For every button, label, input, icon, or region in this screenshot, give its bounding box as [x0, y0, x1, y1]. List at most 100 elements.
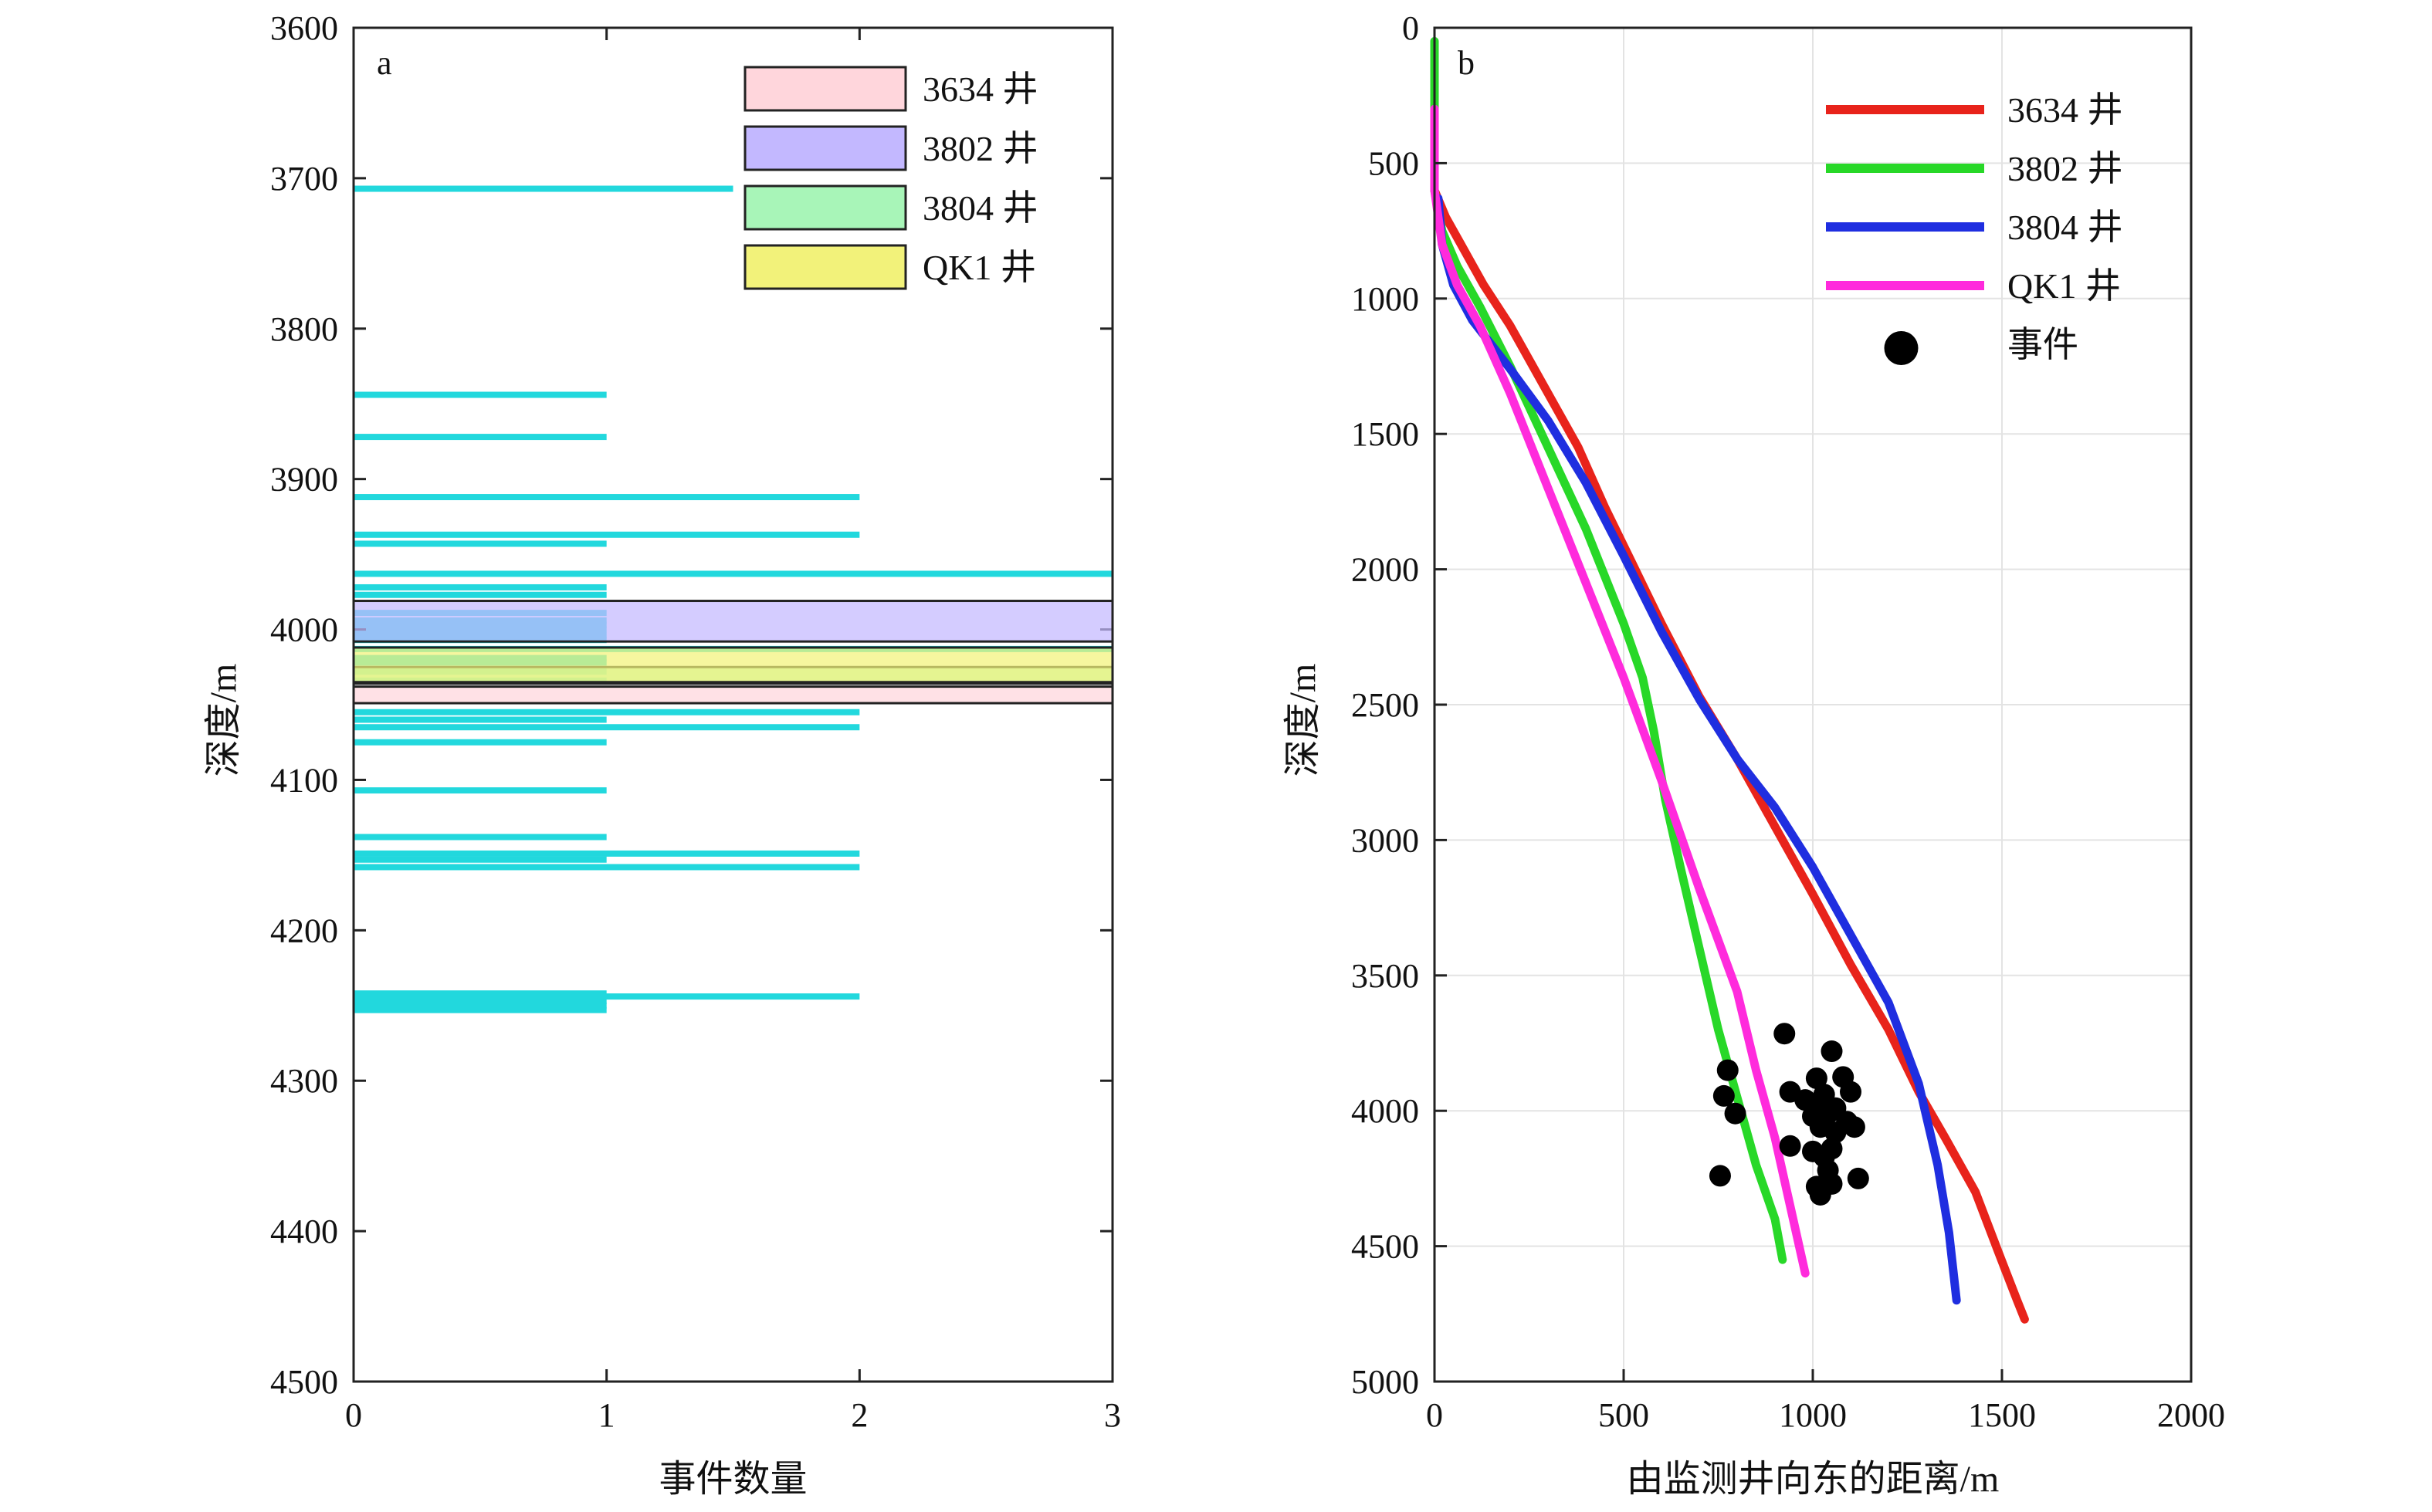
bar-1 — [354, 391, 607, 398]
legend-label-3: QK1 井 — [2007, 266, 2121, 306]
legend-label-4: 事件 — [2007, 325, 2078, 364]
bar-8 — [354, 591, 607, 598]
panel-b: 0 500 1000 1500 2000 0 500 1000 1500 2000 2500 3000… — [1282, 9, 2225, 1500]
event-point-1 — [1821, 1040, 1843, 1063]
legend-label-2: 3804 井 — [2007, 208, 2123, 247]
panel-a-ticks: 0 1 2 3 3600 3700 3800 3900 4000 4100 4200 4300 4400… — [270, 9, 1121, 1434]
y-tick-label-7: 3500 — [1351, 957, 1419, 995]
bar-0 — [354, 185, 733, 192]
y-tick-label-1: 3700 — [270, 160, 338, 198]
x-tick-label-1: 500 — [1598, 1396, 1649, 1434]
x-tick-label-3: 3 — [1104, 1396, 1121, 1434]
panel-a-x-axis-title: 事件数量 — [659, 1459, 807, 1500]
legend-swatch-0 — [743, 66, 907, 112]
legend-label-0: 3634 井 — [923, 69, 1038, 109]
panel-b-events — [1709, 1023, 1869, 1206]
panel-b-y-axis-title: 深度/m — [1282, 664, 1323, 777]
bar-22 — [354, 724, 860, 731]
event-point-7 — [1840, 1081, 1861, 1103]
y-tick-label-4: 4000 — [270, 611, 338, 649]
bar-30 — [354, 993, 860, 1000]
zone-1 — [352, 600, 1114, 643]
panel-a-frame-outline — [352, 26, 1114, 1383]
legend-swatch-3 — [743, 244, 907, 290]
event-point-19 — [1779, 1135, 1801, 1157]
y-tick-label-8: 4400 — [270, 1213, 338, 1250]
y-tick-label-7: 4300 — [270, 1062, 338, 1100]
legend-label-3: QK1 井 — [923, 248, 1036, 287]
y-tick-label-6: 4200 — [270, 912, 338, 949]
bar-5 — [354, 540, 607, 547]
legend-swatch-1 — [743, 125, 907, 171]
y-tick-label-0: 0 — [1402, 9, 1419, 47]
panel-a-frame — [352, 26, 1114, 1383]
zone-3 — [352, 646, 1114, 684]
event-point-12 — [1724, 1102, 1746, 1125]
panel-a-legend: 3634 井 3802 井 3804 井 QK1 井 — [743, 66, 1038, 290]
bar-3 — [354, 494, 860, 501]
x-tick-label-2: 1000 — [1779, 1396, 1847, 1434]
y-tick-label-3: 3900 — [270, 461, 338, 499]
panel-b-lines — [1430, 37, 2029, 1324]
y-tick-label-2: 1000 — [1351, 280, 1419, 318]
x-tick-label-2: 2 — [851, 1396, 868, 1434]
x-tick-label-4: 2000 — [2157, 1396, 2225, 1434]
panel-a: 0 1 2 3 3600 3700 3800 3900 4000 4100 4200 4300 4400… — [203, 9, 1121, 1500]
bar-32 — [354, 1002, 607, 1009]
y-tick-label-1: 500 — [1368, 144, 1419, 182]
event-point-28 — [1805, 1175, 1827, 1198]
bar-26 — [354, 850, 860, 857]
legend-label-1: 3802 井 — [2007, 149, 2123, 188]
bar-7 — [354, 583, 607, 590]
panel-b-x-axis-title: 由监测井向东的距离/m — [1627, 1459, 2000, 1500]
y-tick-label-2: 3800 — [270, 310, 338, 348]
panel-a-zones — [352, 600, 1114, 705]
event-point-11 — [1712, 1084, 1735, 1107]
legend-label-2: 3804 井 — [923, 188, 1038, 228]
bar-20 — [354, 709, 860, 715]
panel-b-legend: 3634 井 3802 井 3804 井 QK1 井事件 — [1826, 90, 2123, 365]
bar-33 — [354, 1006, 607, 1013]
event-point-18 — [1824, 1121, 1847, 1144]
x-tick-label-0: 0 — [345, 1396, 362, 1434]
panel-b-letter: b — [1458, 44, 1475, 82]
event-point-3 — [1805, 1067, 1827, 1090]
x-tick-label-3: 1500 — [1968, 1396, 2036, 1434]
bar-2 — [354, 434, 607, 441]
bar-24 — [354, 787, 607, 794]
bar-4 — [354, 531, 860, 538]
y-tick-label-8: 4000 — [1351, 1092, 1419, 1130]
x-tick-label-0: 0 — [1426, 1396, 1443, 1434]
legend-label-1: 3802 井 — [923, 129, 1038, 168]
event-point-24 — [1847, 1167, 1869, 1189]
panel-a-letter: a — [377, 44, 392, 82]
bar-21 — [354, 716, 607, 723]
y-tick-label-5: 4100 — [270, 761, 338, 799]
bar-27 — [354, 856, 607, 863]
x-tick-label-1: 1 — [598, 1396, 615, 1434]
zone-0 — [352, 685, 1114, 705]
y-tick-label-10: 5000 — [1351, 1363, 1419, 1401]
y-tick-label-9: 4500 — [1351, 1228, 1419, 1266]
panel-b-ticks: 0 500 1000 1500 2000 0 500 1000 1500 2000 2500 3000… — [1351, 9, 2225, 1434]
event-point-2 — [1716, 1059, 1739, 1081]
legend-label-0: 3634 井 — [2007, 90, 2123, 130]
bar-25 — [354, 834, 607, 841]
y-tick-label-4: 2000 — [1351, 551, 1419, 589]
event-point-0 — [1773, 1023, 1796, 1045]
event-point-25 — [1709, 1165, 1731, 1187]
bar-6 — [354, 570, 1113, 577]
bar-31 — [354, 997, 607, 1004]
bar-28 — [354, 864, 860, 871]
bar-23 — [354, 739, 607, 746]
y-tick-label-3: 1500 — [1351, 415, 1419, 453]
y-tick-label-0: 3600 — [270, 9, 338, 47]
legend-marker-4 — [1884, 331, 1919, 365]
y-tick-label-6: 3000 — [1351, 821, 1419, 859]
event-point-17 — [1843, 1116, 1865, 1138]
legend-swatch-2 — [743, 184, 907, 231]
y-tick-label-5: 2500 — [1351, 686, 1419, 724]
panel-a-y-axis-title: 深度/m — [203, 664, 244, 777]
y-tick-label-9: 4500 — [270, 1363, 338, 1401]
